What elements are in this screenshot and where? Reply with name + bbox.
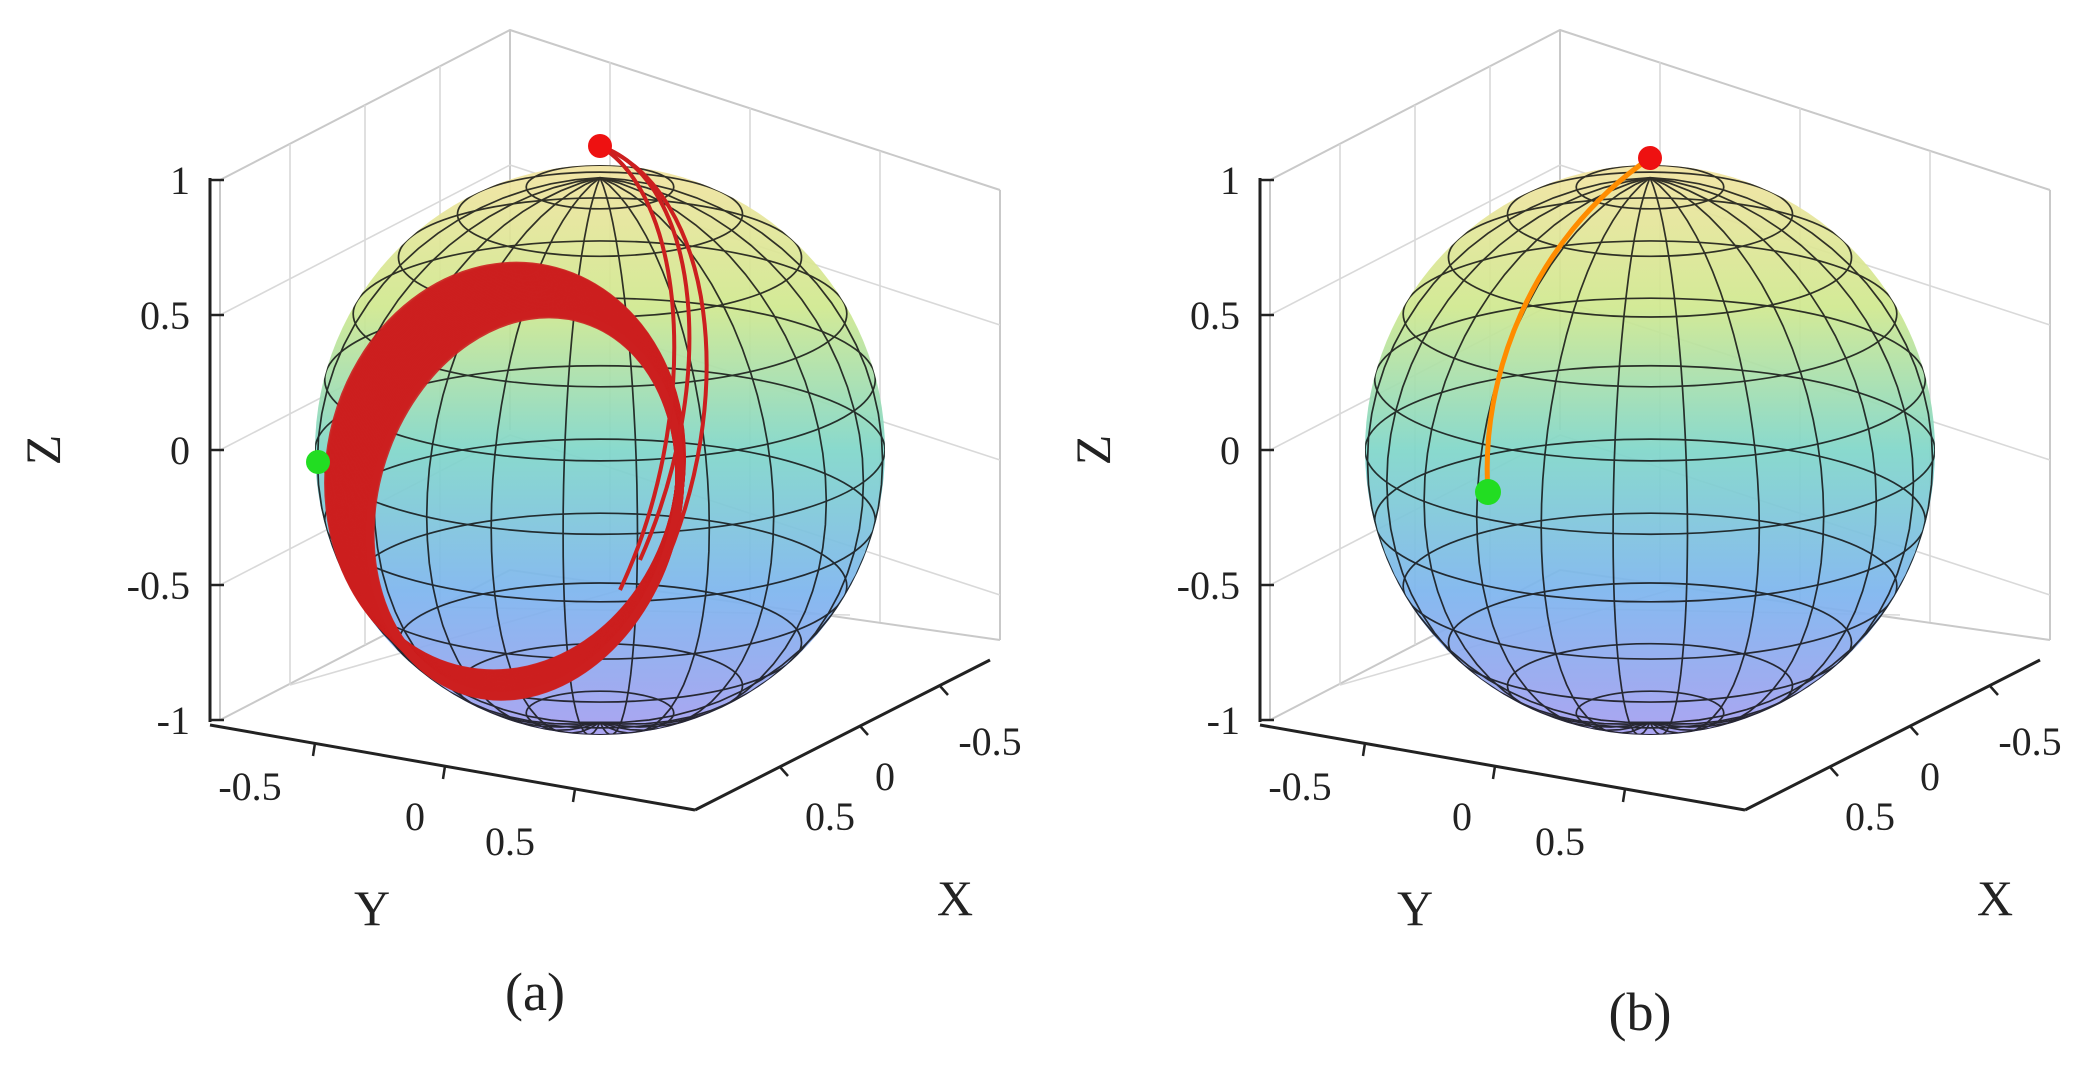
longitude-line [1366, 176, 1651, 724]
longitude-line [1385, 176, 1651, 725]
latitude-line [1402, 240, 1898, 388]
longitude-line [1649, 177, 1689, 735]
x-tick: -0.5 [958, 719, 1021, 764]
y-tick: 0.5 [1535, 819, 1585, 864]
x-axis-a: -0.5 0 0.5 X [694, 658, 1022, 926]
trajectory-b [1484, 155, 1652, 493]
caption-b: (b) [1609, 982, 1672, 1042]
longitude-line [1649, 176, 1934, 724]
x-tick: 0 [1920, 754, 1940, 799]
longitude-line [1649, 177, 1761, 734]
longitude-line [599, 176, 884, 724]
start-point-b [1475, 479, 1501, 505]
end-point-a [588, 134, 612, 158]
y-axis-label: Y [354, 880, 390, 936]
z-tick: -0.5 [127, 563, 190, 608]
y-tick: 0 [1452, 794, 1472, 839]
y-tick: 0.5 [485, 819, 535, 864]
z-axis-a: 1 0.5 0 -0.5 -1 Z [15, 158, 224, 743]
longitude-line [490, 177, 601, 734]
latitude-line [456, 171, 744, 258]
latitude-line [1447, 197, 1853, 318]
z-tick: 0 [170, 428, 190, 473]
latitude-line [352, 240, 848, 388]
z-tick: 1 [1220, 158, 1240, 203]
latitude-line [1506, 642, 1794, 729]
y-axis-label: Y [1397, 880, 1433, 936]
longitude-line [1475, 176, 1651, 732]
latitude-line [315, 364, 885, 536]
z-tick: 0.5 [1190, 293, 1240, 338]
latitude-line [1575, 690, 1725, 735]
trajectory-arc [599, 144, 709, 576]
latitude-line [525, 690, 675, 735]
x-axis-label: X [1977, 870, 2013, 926]
longitude-line [599, 177, 639, 735]
longitude-line [425, 176, 601, 732]
sphere-b [1365, 165, 1935, 735]
longitude-line [599, 177, 711, 734]
y-axis-b: -0.5 0 0.5 Y [1259, 723, 1746, 936]
trajectory-a [324, 144, 709, 701]
z-tick: -1 [157, 698, 190, 743]
latitude-line [1373, 297, 1927, 462]
z-tick: -1 [1207, 698, 1240, 743]
z-tick: -0.5 [1177, 563, 1240, 608]
caption-a: (a) [505, 962, 565, 1022]
trajectory-arc [598, 144, 677, 591]
z-axis-b: 1 0.5 0 -0.5 -1 Z [1065, 158, 1274, 743]
z-tick: 1 [170, 158, 190, 203]
latitude-line [525, 165, 675, 210]
panel-a: 1 0.5 0 -0.5 -1 Z -0.5 0 0.5 Y -0.5 0 0.… [15, 28, 1022, 1022]
x-tick: 0 [875, 754, 895, 799]
latitude-line [1447, 582, 1853, 703]
start-point-a [306, 450, 330, 474]
longitude-line [1540, 177, 1651, 734]
x-tick: 0.5 [805, 794, 855, 839]
panel-b: 1 0.5 0 -0.5 -1 Z -0.5 0 0.5 Y -0.5 0 0.… [1065, 28, 2062, 1042]
x-tick: -0.5 [1998, 719, 2061, 764]
longitude-line [1649, 176, 1878, 728]
latitude-line [1506, 171, 1794, 258]
latitude-line [1402, 512, 1898, 660]
x-axis-b: -0.5 0 0.5 X [1744, 658, 2062, 926]
y-tick: -0.5 [1268, 764, 1331, 809]
latitude-line [1365, 364, 1935, 536]
y-tick: -0.5 [218, 764, 281, 809]
z-tick: 0 [1220, 428, 1240, 473]
longitude-line [1649, 176, 1825, 732]
y-axis-a: -0.5 0 0.5 Y [209, 723, 696, 936]
longitude-line [1423, 176, 1651, 728]
x-axis-label: X [937, 870, 973, 926]
end-point-b [1638, 146, 1662, 170]
z-tick: 0.5 [140, 293, 190, 338]
trajectory-loop [365, 309, 685, 701]
longitude-line [599, 176, 828, 728]
z-axis-label: Z [15, 435, 71, 466]
x-tick: 0.5 [1845, 794, 1895, 839]
z-axis-label: Z [1065, 435, 1121, 466]
y-tick: 0 [405, 794, 425, 839]
